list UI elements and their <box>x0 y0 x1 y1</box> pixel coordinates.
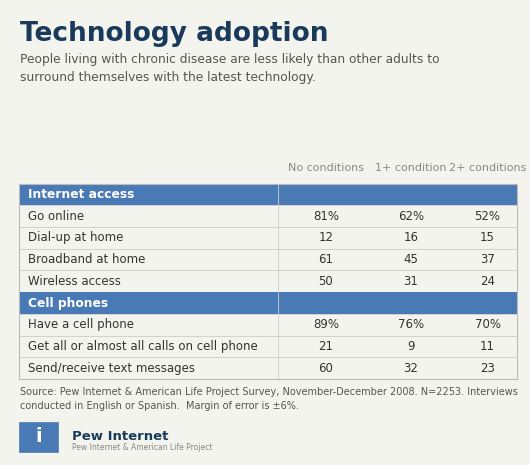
Text: Cell phones: Cell phones <box>28 297 108 310</box>
Text: Dial-up at home: Dial-up at home <box>28 232 123 245</box>
Text: 31: 31 <box>403 275 418 288</box>
Text: 23: 23 <box>480 362 495 375</box>
Text: 81%: 81% <box>313 210 339 223</box>
Text: People living with chronic disease are less likely than other adults to
surround: People living with chronic disease are l… <box>20 53 440 85</box>
Text: 62%: 62% <box>398 210 424 223</box>
Text: Technology adoption: Technology adoption <box>20 21 329 47</box>
Text: Have a cell phone: Have a cell phone <box>28 318 134 331</box>
Text: 2+ conditions: 2+ conditions <box>449 163 526 173</box>
Text: 12: 12 <box>319 232 333 245</box>
Text: 32: 32 <box>403 362 418 375</box>
Text: 70%: 70% <box>474 318 501 331</box>
Text: Broadband at home: Broadband at home <box>28 253 145 266</box>
Text: Go online: Go online <box>28 210 84 223</box>
Text: 61: 61 <box>319 253 333 266</box>
Text: 15: 15 <box>480 232 495 245</box>
Text: 45: 45 <box>403 253 418 266</box>
Text: Get all or almost all calls on cell phone: Get all or almost all calls on cell phon… <box>28 340 258 353</box>
Text: 9: 9 <box>407 340 414 353</box>
Text: Source: Pew Internet & American Life Project Survey, November-December 2008. N=2: Source: Pew Internet & American Life Pro… <box>20 387 518 411</box>
Text: Pew Internet: Pew Internet <box>72 430 168 443</box>
Text: 89%: 89% <box>313 318 339 331</box>
Text: i: i <box>35 427 42 446</box>
Text: Send/receive text messages: Send/receive text messages <box>28 362 195 375</box>
Text: Pew Internet & American Life Project: Pew Internet & American Life Project <box>72 443 212 452</box>
Text: No conditions: No conditions <box>288 163 364 173</box>
Text: Internet access: Internet access <box>28 188 135 201</box>
Text: 1+ condition: 1+ condition <box>375 163 446 173</box>
Text: 37: 37 <box>480 253 495 266</box>
Text: 24: 24 <box>480 275 495 288</box>
Text: 50: 50 <box>319 275 333 288</box>
Text: 21: 21 <box>319 340 333 353</box>
Text: 11: 11 <box>480 340 495 353</box>
Text: Wireless access: Wireless access <box>28 275 121 288</box>
Text: 76%: 76% <box>398 318 424 331</box>
Text: 16: 16 <box>403 232 418 245</box>
Text: 52%: 52% <box>474 210 501 223</box>
Text: 60: 60 <box>319 362 333 375</box>
